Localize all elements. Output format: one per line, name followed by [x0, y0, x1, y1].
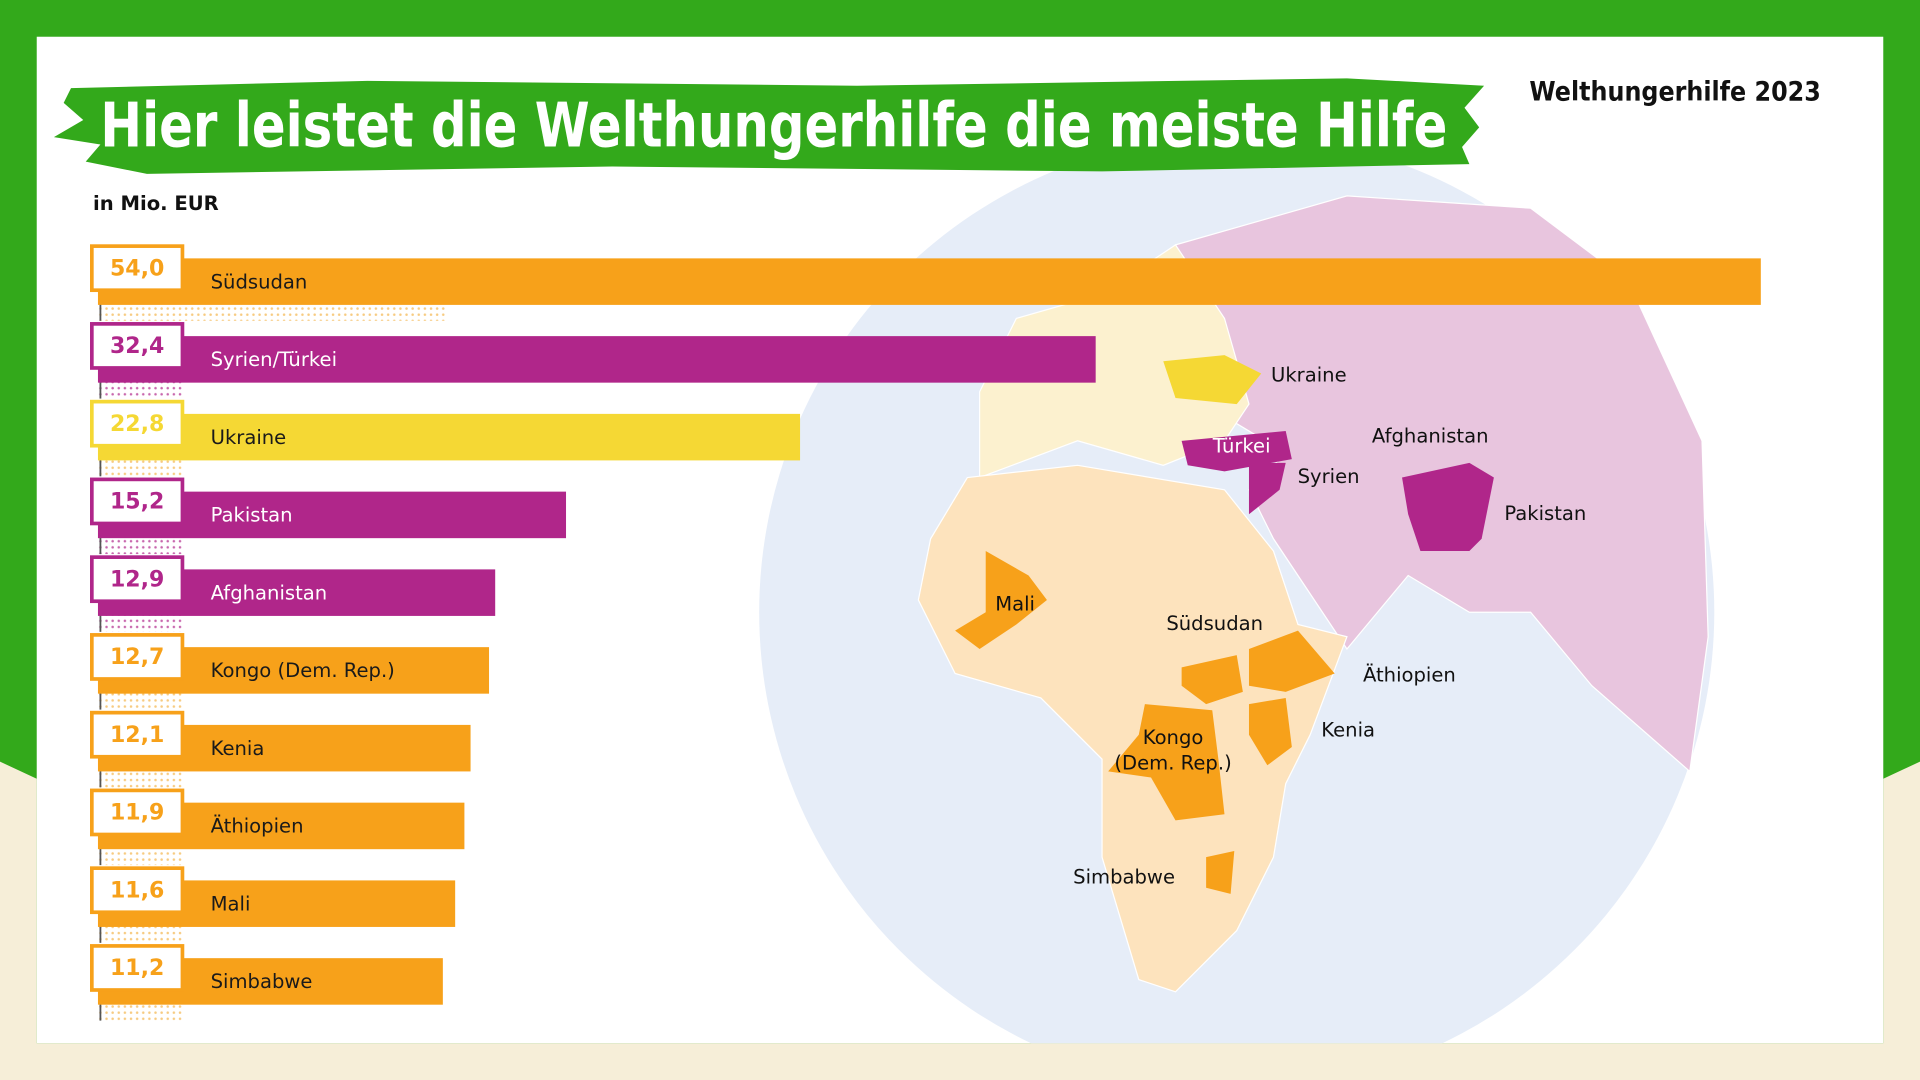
map-label: Syrien — [1298, 465, 1360, 488]
category-label: Äthiopien — [211, 815, 304, 838]
value-label: 11,9 — [110, 801, 164, 826]
category-label: Südsudan — [211, 270, 308, 293]
category-label: Simbabwe — [211, 970, 313, 993]
value-label: 12,7 — [110, 645, 164, 670]
value-label: 12,9 — [110, 567, 164, 592]
bar — [97, 258, 1761, 305]
map-label: Kenia — [1321, 719, 1375, 742]
value-box — [90, 555, 185, 604]
source: Welthungerhilfe 2023 — [1529, 77, 1820, 108]
map-label: Simbabwe — [1073, 865, 1175, 888]
category-label: Afghanistan — [211, 581, 328, 604]
value-box — [90, 944, 185, 992]
map-label: Pakistan — [1504, 502, 1586, 525]
chart-title: Hier leistet die Welthungerhilfe die mei… — [100, 90, 1447, 161]
map-labels: Ukraine Türkei Syrien Afghanistan Pakistan Ma… — [995, 363, 1586, 888]
value-label: 32,4 — [110, 334, 164, 359]
map-label: Äthiopien — [1363, 663, 1456, 686]
title-brush — [53, 78, 1485, 174]
subtitle: in Mio. EUR — [93, 192, 219, 215]
country — [1248, 462, 1286, 515]
map-label: Südsudan — [1166, 612, 1263, 635]
value-label: 12,1 — [110, 723, 164, 748]
country — [1181, 431, 1292, 472]
bars: 54,0 Südsudan 32,4 Syrien/Türkei 22,8 Ukraine… — [90, 244, 1761, 1021]
country — [1206, 851, 1235, 894]
value-box — [90, 477, 185, 526]
value-label: 11,6 — [110, 878, 164, 903]
value-box — [90, 710, 185, 759]
value-box — [90, 633, 185, 681]
category-label: Pakistan — [211, 504, 293, 527]
value-box — [90, 244, 185, 293]
map-label: Afghanistan — [1372, 425, 1489, 448]
value-label: 15,2 — [110, 490, 164, 515]
value-box — [90, 322, 185, 370]
country — [1108, 704, 1225, 821]
category-label: Kongo (Dem. Rep.) — [211, 659, 395, 682]
map-label: Türkei — [1212, 434, 1271, 457]
category-label: Mali — [211, 892, 251, 915]
category-label: Kenia — [211, 737, 265, 760]
country — [1163, 355, 1262, 405]
country — [1402, 462, 1494, 552]
map-label: (Dem. Rep.) — [1114, 752, 1231, 775]
map-label: Mali — [995, 592, 1035, 615]
value-label: 11,2 — [110, 956, 164, 981]
value-box — [90, 788, 185, 837]
value-box — [90, 399, 185, 448]
bar — [97, 413, 801, 461]
value-box — [90, 866, 185, 915]
value-label: 22,8 — [110, 412, 164, 437]
category-label: Ukraine — [211, 426, 287, 449]
map-label: Kongo — [1143, 726, 1204, 749]
country — [1248, 697, 1292, 766]
bar — [97, 336, 1096, 383]
country — [1248, 630, 1335, 692]
country — [955, 551, 1047, 649]
category-label: Syrien/Türkei — [211, 348, 337, 371]
background-base — [0, 761, 1920, 1080]
map-label: Ukraine — [1271, 363, 1347, 386]
country — [1181, 655, 1243, 705]
value-label: 54,0 — [110, 256, 164, 281]
